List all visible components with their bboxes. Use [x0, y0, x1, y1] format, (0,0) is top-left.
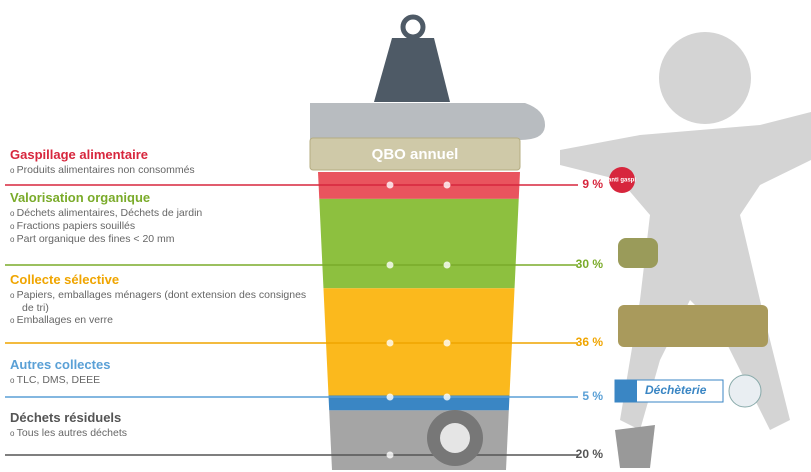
weight-ring	[403, 17, 423, 37]
decheterie-label: Déchèterie	[645, 383, 707, 397]
person-head	[659, 32, 751, 124]
wheel-hub	[440, 423, 470, 453]
category-item: Emballages en verre	[10, 314, 315, 327]
leader-dot	[387, 452, 394, 459]
category-title: Valorisation organique	[10, 190, 315, 205]
bin-lid	[310, 103, 545, 140]
leader-dot	[387, 262, 394, 269]
leader-dot	[444, 262, 451, 269]
leader-dot	[387, 340, 394, 347]
leader-dot	[387, 182, 394, 189]
leader-dot	[444, 340, 451, 347]
category-item: Papiers, emballages ménagers (dont exten…	[10, 289, 315, 314]
percent-label: 36 %	[576, 335, 604, 349]
anti-gaspi-label: anti gaspi	[608, 178, 636, 184]
category-block: Collecte sélective Papiers, emballages mé…	[10, 272, 315, 327]
category-block: Gaspillage alimentaire Produits alimentai…	[10, 147, 315, 177]
packaging-icon	[618, 305, 768, 347]
percent-label: 30 %	[576, 257, 604, 271]
decheterie-icon	[615, 380, 637, 402]
category-title: Déchets résiduels	[10, 410, 315, 425]
category-item: Part organique des fines < 20 mm	[10, 233, 315, 246]
leader-dot	[444, 182, 451, 189]
category-item: TLC, DMS, DEEE	[10, 374, 315, 387]
category-item: Fractions papiers souillés	[10, 220, 315, 233]
bag-icon	[615, 425, 655, 468]
bin-segment	[323, 288, 514, 395]
category-block: Autres collectes TLC, DMS, DEEE	[10, 357, 315, 387]
percent-label: 20 %	[576, 447, 604, 461]
weight	[374, 38, 450, 102]
leader-dot	[444, 394, 451, 401]
leader-dot	[387, 394, 394, 401]
category-item: Produits alimentaires non consommés	[10, 164, 315, 177]
category-title: Autres collectes	[10, 357, 315, 372]
category-title: Collecte sélective	[10, 272, 315, 287]
organic-icon	[618, 238, 658, 268]
category-block: Valorisation organique Déchets alimentair…	[10, 190, 315, 246]
seal-icon	[729, 375, 761, 407]
category-block: Déchets résiduels Tous les autres déchets	[10, 410, 315, 440]
category-item: Tous les autres déchets	[10, 427, 315, 440]
percent-label: 9 %	[582, 177, 603, 191]
infographic: QBO annuel anti gaspi Déchèterie 9 % 30 %…	[0, 0, 811, 472]
category-title: Gaspillage alimentaire	[10, 147, 315, 162]
bin-label: QBO annuel	[372, 146, 459, 163]
bin-segment	[319, 199, 518, 288]
category-item: Déchets alimentaires, Déchets de jardin	[10, 207, 315, 220]
percent-label: 5 %	[582, 389, 603, 403]
